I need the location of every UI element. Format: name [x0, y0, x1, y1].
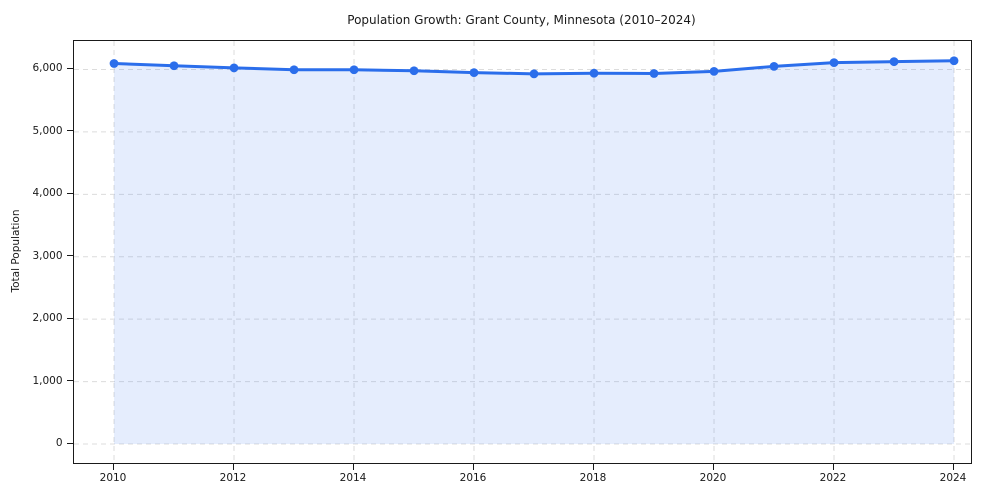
x-tick-mark: [472, 464, 474, 470]
x-tick-mark: [232, 464, 234, 470]
y-tick-label: 2,000: [32, 312, 63, 325]
data-point: [529, 69, 539, 79]
y-tick-mark: [66, 255, 73, 257]
y-tick-mark: [66, 67, 73, 69]
data-point: [109, 59, 119, 68]
y-tick-label: 0: [55, 437, 63, 450]
chart-title: Population Growth: Grant County, Minneso…: [347, 13, 696, 27]
y-tick-mark: [66, 192, 73, 194]
x-tick-label: 2012: [219, 472, 247, 484]
x-tick-mark: [592, 464, 594, 470]
y-tick-label: 4,000: [32, 187, 63, 200]
plot-area: [73, 40, 972, 464]
y-tick-label: 1,000: [32, 374, 63, 387]
y-tick-mark: [66, 380, 73, 382]
data-point: [229, 63, 239, 73]
x-tick-mark: [352, 464, 354, 470]
y-tick-label: 6,000: [32, 62, 63, 75]
data-point: [169, 61, 179, 71]
data-point: [469, 68, 479, 77]
x-tick-label: 2020: [699, 472, 727, 484]
data-point: [889, 57, 899, 67]
x-tick-label: 2022: [819, 472, 847, 484]
data-point: [949, 56, 959, 66]
y-tick-mark: [66, 442, 73, 444]
area-chart: [74, 41, 971, 463]
data-point: [649, 69, 659, 78]
area-fill: [114, 60, 955, 445]
x-tick-mark: [952, 464, 954, 470]
data-point: [589, 68, 599, 78]
x-tick-label: 2024: [939, 472, 967, 484]
x-tick-mark: [712, 464, 714, 470]
y-tick-mark: [66, 317, 73, 319]
x-tick-label: 2018: [579, 472, 607, 484]
data-point: [289, 65, 299, 75]
x-tick-label: 2010: [99, 472, 127, 484]
x-tick-mark: [832, 464, 834, 470]
data-point: [349, 65, 359, 75]
data-point: [709, 66, 719, 76]
x-tick-label: 2016: [459, 472, 487, 484]
data-point: [769, 61, 779, 71]
data-point: [409, 66, 419, 76]
y-tick-label: 5,000: [32, 124, 63, 137]
x-tick-mark: [112, 464, 114, 470]
x-tick-label: 2014: [339, 472, 367, 484]
y-tick-label: 3,000: [32, 249, 63, 262]
y-tick-mark: [66, 130, 73, 132]
data-point: [829, 58, 839, 67]
